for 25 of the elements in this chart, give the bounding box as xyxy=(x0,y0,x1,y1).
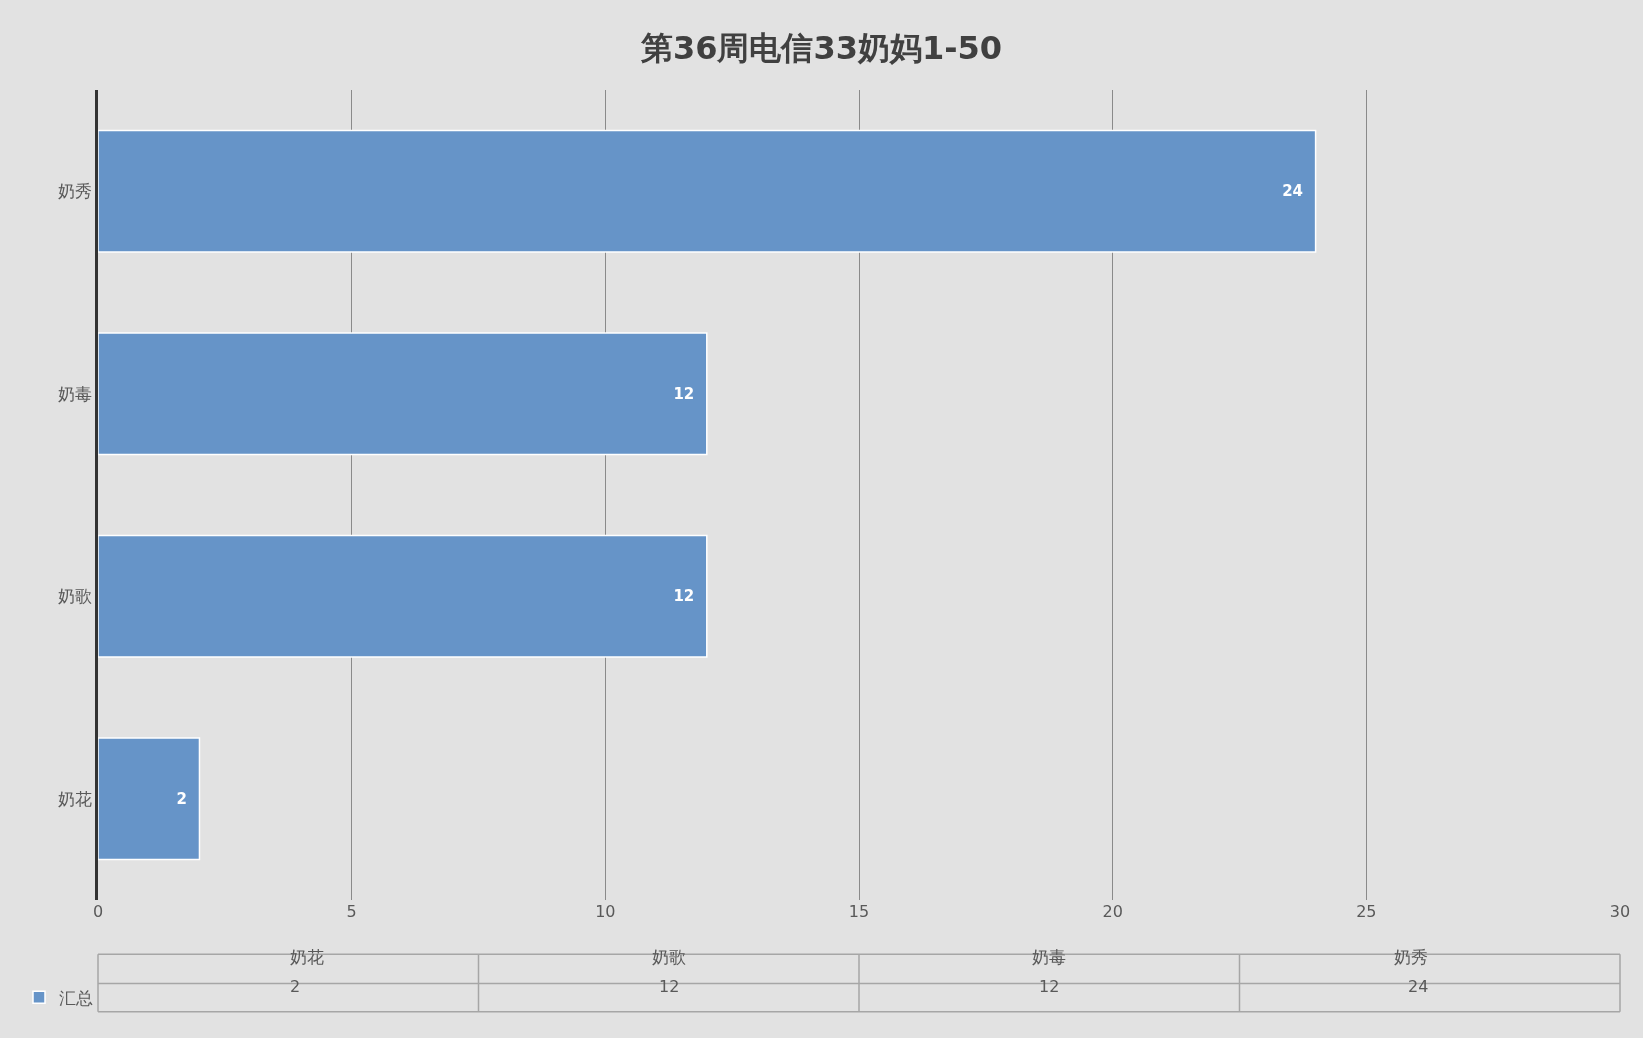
text: 2 xyxy=(290,977,301,996)
x-tick-label: 30 xyxy=(1609,902,1631,921)
y-tick-label: 奶花 xyxy=(57,788,92,809)
category-label: 奶秀 xyxy=(1394,947,1428,967)
category-label: 奶毒 xyxy=(1032,947,1066,967)
y-tick-label: 奶毒 xyxy=(57,383,92,404)
x-tick-label: 5 xyxy=(346,902,357,921)
category-label: 奶花 xyxy=(290,947,324,967)
x-tick-label: 20 xyxy=(1102,902,1123,921)
x-tick-label: 15 xyxy=(848,902,870,921)
text: 12 xyxy=(1039,977,1060,996)
data-label: 12 xyxy=(673,587,695,606)
data-label: 2 xyxy=(176,789,187,808)
x-tick-label: 0 xyxy=(92,902,104,921)
text: 24 xyxy=(1408,977,1429,996)
data-label: 24 xyxy=(1282,182,1304,201)
text: 12 xyxy=(659,977,680,996)
x-tick-label: 25 xyxy=(1356,902,1377,921)
chart-title: 第36周电信33奶妈1-50 xyxy=(639,28,1003,67)
data-label: 12 xyxy=(673,384,695,403)
legend-label: 汇总 xyxy=(59,987,93,1008)
y-tick-label: 奶秀 xyxy=(57,181,92,202)
x-tick-label: 10 xyxy=(595,902,616,921)
category-label: 奶歌 xyxy=(652,947,686,967)
y-tick-label: 奶歌 xyxy=(57,586,92,607)
